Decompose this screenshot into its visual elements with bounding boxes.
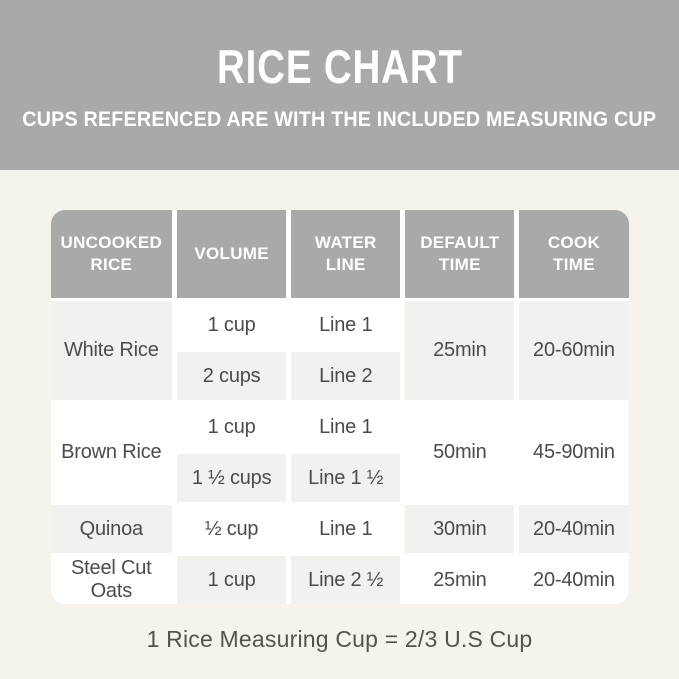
page-subtitle: CUPS REFERENCED ARE WITH THE INCLUDED ME… xyxy=(22,107,657,131)
column-header: UNCOOKED RICE xyxy=(50,210,173,298)
volume-cell: 1 cup xyxy=(177,403,287,451)
column-header: VOLUME xyxy=(177,210,287,298)
volume-cell: 1 cup xyxy=(177,301,287,349)
water-line-cell: Line 2 xyxy=(291,352,401,400)
water-line-cell: Line 2 ½ xyxy=(291,556,401,604)
volume-cell: 2 cups xyxy=(177,352,287,400)
rice-name-cell: Quinoa xyxy=(50,505,173,553)
water-line-cell: Line 1 xyxy=(291,301,401,349)
column-header: WATER LINE xyxy=(291,210,401,298)
volume-cell: 1 cup xyxy=(177,556,287,604)
default-time-cell: 25min xyxy=(405,556,515,604)
page-title: RICE CHART xyxy=(216,39,463,93)
column-header: DEFAULT TIME xyxy=(405,210,515,298)
water-line-cell: Line 1 xyxy=(291,505,401,553)
measuring-cup-note: 1 Rice Measuring Cup = 2/3 U.S Cup xyxy=(146,626,533,652)
rice-name-cell: Steel Cut Oats xyxy=(50,556,173,604)
cook-time-cell: 45-90min xyxy=(519,403,629,502)
rice-name-cell: White Rice xyxy=(50,301,173,400)
cook-time-cell: 20-40min xyxy=(519,505,629,553)
column-header: COOK TIME xyxy=(519,210,629,298)
default-time-cell: 30min xyxy=(405,505,515,553)
water-line-cell: Line 1 xyxy=(291,403,401,451)
cook-time-cell: 20-40min xyxy=(519,556,629,604)
default-time-cell: 25min xyxy=(405,301,515,400)
default-time-cell: 50min xyxy=(405,403,515,502)
volume-cell: ½ cup xyxy=(177,505,287,553)
volume-cell: 1 ½ cups xyxy=(177,454,287,502)
rice-cooking-table: UNCOOKED RICE VOLUME WATER LINE DEFAULT TIM… xyxy=(50,210,629,604)
cook-time-cell: 20-60min xyxy=(519,301,629,400)
title-banner: RICE CHART CUPS REFERENCED ARE WITH THE … xyxy=(0,0,679,170)
water-line-cell: Line 1 ½ xyxy=(291,454,401,502)
rice-name-cell: Brown Rice xyxy=(50,403,173,502)
